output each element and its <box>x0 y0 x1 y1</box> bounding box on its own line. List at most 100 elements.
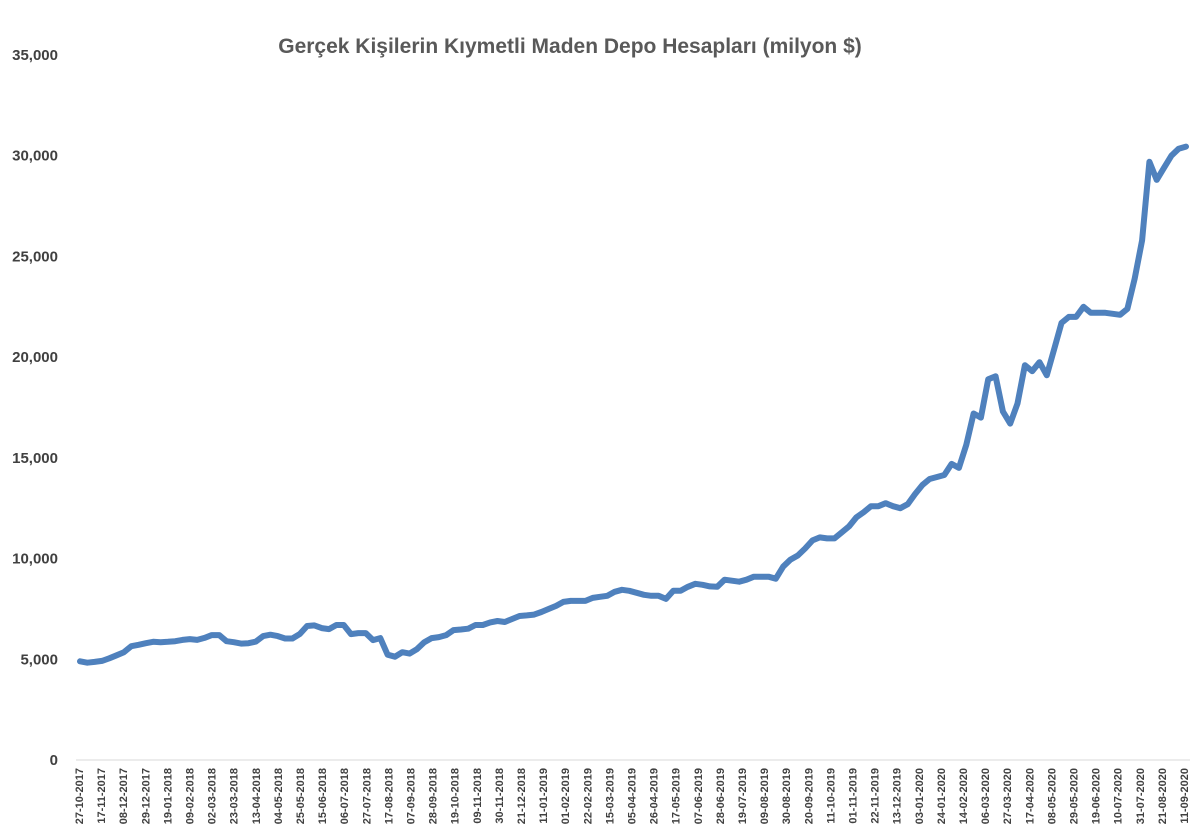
y-tick-label: 10,000 <box>12 551 58 568</box>
data-point <box>1073 314 1079 320</box>
data-point <box>450 627 457 633</box>
x-tick-label: 21-12-2018 <box>516 768 528 824</box>
data-point <box>275 633 281 639</box>
data-point <box>304 623 310 629</box>
data-point <box>817 534 823 541</box>
data-point <box>1110 311 1116 317</box>
data-point <box>1117 312 1123 318</box>
data-point <box>421 639 427 645</box>
data-point <box>553 603 559 609</box>
y-tick-label: 25,000 <box>12 248 58 265</box>
data-point <box>267 632 273 638</box>
data-point <box>158 639 164 645</box>
data-point <box>92 659 98 665</box>
data-point <box>1007 421 1013 427</box>
data-point <box>1161 165 1167 171</box>
x-tick-label: 23-03-2018 <box>229 768 241 824</box>
data-point <box>1176 146 1182 152</box>
data-point <box>1095 310 1101 316</box>
x-tick-label: 22-02-2019 <box>582 768 594 824</box>
data-point <box>209 632 215 638</box>
data-point <box>839 529 845 536</box>
x-tick-label: 17-08-2018 <box>383 768 395 824</box>
data-point <box>458 626 464 633</box>
data-point <box>846 523 852 529</box>
data-point <box>377 635 383 641</box>
data-point <box>524 612 530 619</box>
data-point <box>560 599 567 605</box>
data-point <box>465 626 471 632</box>
data-point <box>1044 372 1050 378</box>
data-point <box>985 376 991 382</box>
data-point <box>641 592 647 598</box>
data-point <box>868 503 874 509</box>
data-point <box>399 649 405 655</box>
data-point <box>993 373 999 379</box>
data-point <box>1036 359 1043 365</box>
y-tick-label: 0 <box>50 752 58 769</box>
x-tick-label: 25-05-2018 <box>295 768 307 824</box>
x-tick-label: 13-04-2018 <box>251 768 263 824</box>
x-tick-label: 15-06-2018 <box>317 768 329 824</box>
x-tick-label: 11-09-2020 <box>1179 768 1191 824</box>
x-tick-label: 19-06-2020 <box>1091 768 1103 824</box>
data-point <box>692 581 698 587</box>
data-point <box>875 503 882 509</box>
data-point <box>201 635 208 641</box>
data-point <box>1146 159 1152 165</box>
x-tick-label: 21-08-2020 <box>1157 768 1169 824</box>
y-tick-label: 20,000 <box>12 349 58 366</box>
x-tick-label: 06-07-2018 <box>339 768 351 824</box>
data-point <box>1154 177 1160 183</box>
data-point <box>612 589 618 595</box>
x-tick-label: 30-11-2018 <box>494 768 506 824</box>
data-point <box>348 631 354 637</box>
data-point <box>245 640 252 646</box>
x-tick-label: 24-01-2020 <box>936 768 948 824</box>
data-point <box>656 593 662 599</box>
x-tick-label: 31-07-2020 <box>1135 768 1147 824</box>
x-tick-label: 09-02-2018 <box>185 768 197 824</box>
data-point <box>1168 153 1174 159</box>
data-point <box>326 626 332 632</box>
data-point <box>787 557 794 563</box>
data-point <box>685 584 691 590</box>
data-point <box>333 622 339 628</box>
data-point <box>480 622 486 628</box>
y-axis: 0 5,000 10,000 15,000 20,000 25,000 30,000 35,0… <box>12 47 58 769</box>
x-tick-label: 08-05-2020 <box>1046 768 1058 824</box>
data-point <box>949 461 955 467</box>
series-group <box>77 143 1189 666</box>
data-point <box>516 613 523 619</box>
data-point <box>260 633 266 639</box>
data-point <box>905 501 911 507</box>
data-point <box>890 503 896 509</box>
data-point <box>853 514 860 520</box>
data-point <box>443 632 449 638</box>
x-tick-label: 01-02-2019 <box>560 768 572 824</box>
x-tick-label: 09-08-2019 <box>759 768 771 824</box>
data-point <box>311 622 317 629</box>
data-point <box>795 552 801 559</box>
data-point <box>289 635 295 642</box>
x-axis: 27-10-2017 17-11-2017 08-12-2017 29-12-2017… <box>74 759 1191 824</box>
data-point <box>128 643 134 649</box>
data-point <box>165 639 171 645</box>
data-point <box>179 637 186 643</box>
data-point <box>978 415 984 421</box>
data-point <box>282 635 288 642</box>
data-point <box>773 576 779 582</box>
x-tick-label: 09-11-2018 <box>472 768 484 824</box>
x-tick-label: 26-04-2019 <box>649 768 661 824</box>
data-point <box>1080 304 1087 310</box>
x-tick-label: 28-09-2018 <box>428 768 440 824</box>
data-point <box>370 637 376 643</box>
x-tick-label: 10-07-2020 <box>1113 768 1125 824</box>
data-point <box>743 577 750 583</box>
x-tick-label: 22-11-2019 <box>870 768 882 824</box>
x-tick-label: 14-02-2020 <box>958 768 970 824</box>
data-point <box>121 649 127 655</box>
data-point <box>341 622 347 628</box>
x-tick-label: 20-09-2019 <box>803 768 815 824</box>
